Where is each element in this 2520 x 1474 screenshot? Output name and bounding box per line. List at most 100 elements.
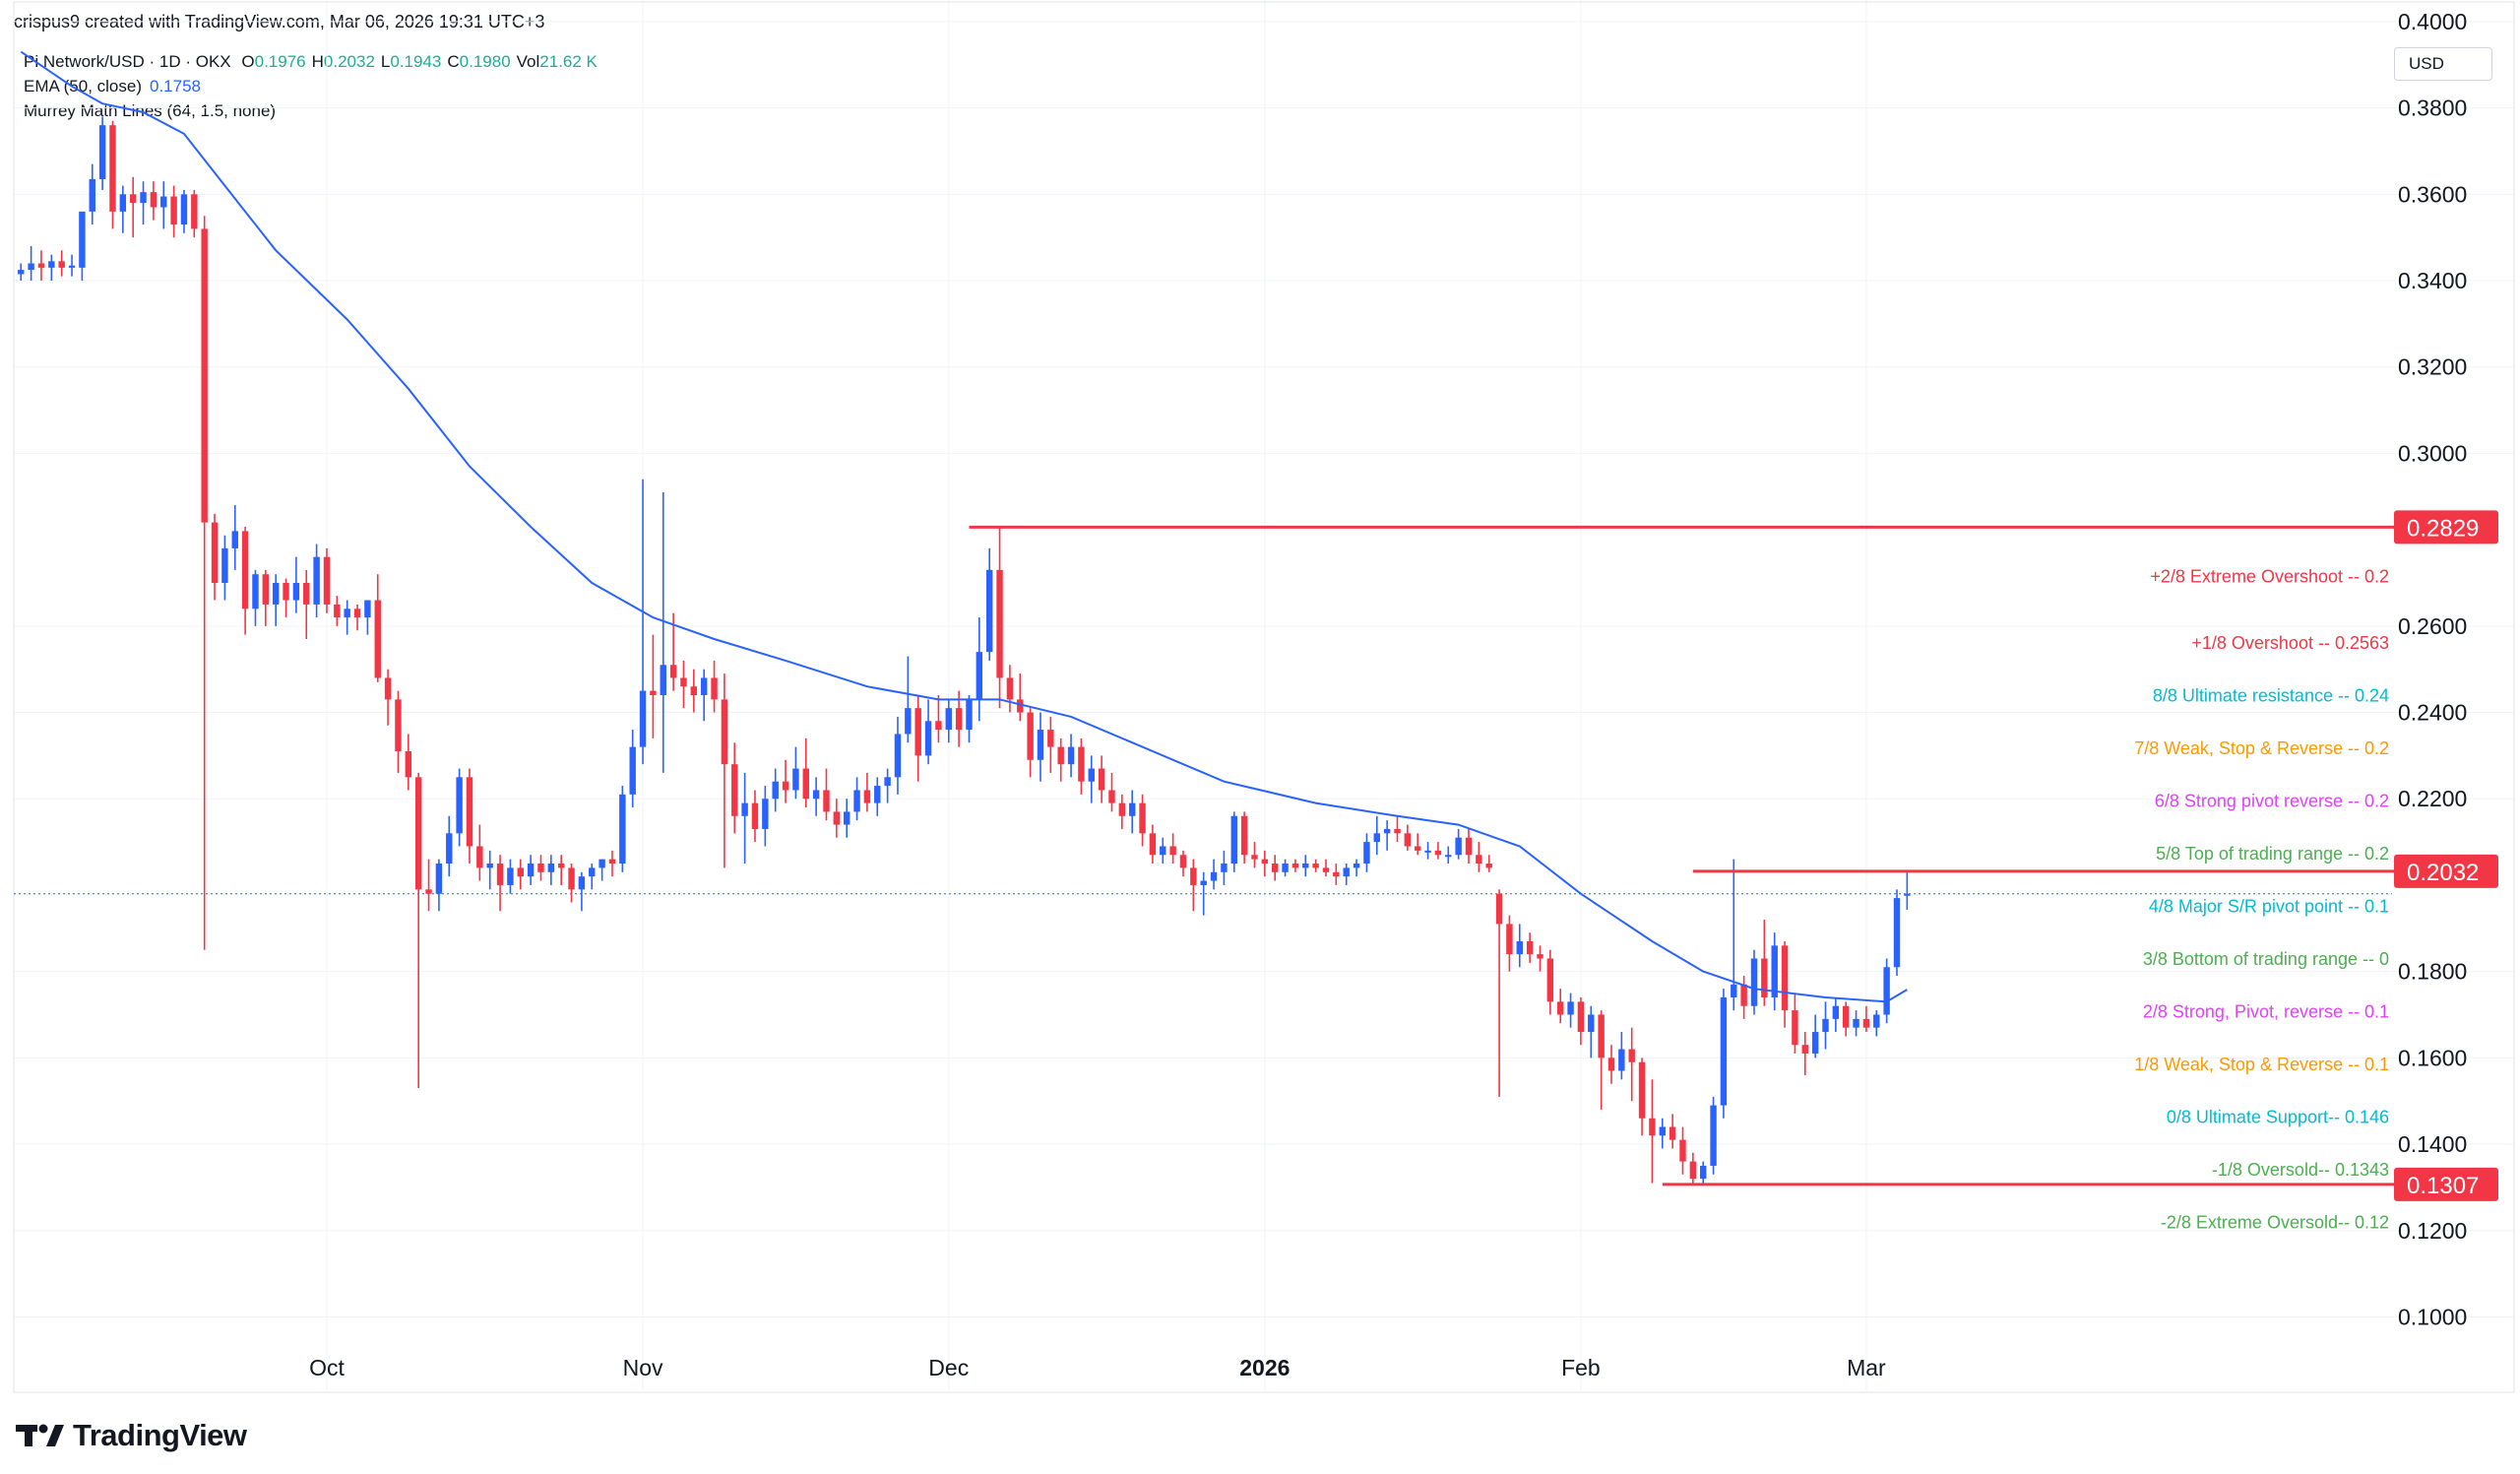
candle-down (466, 768, 473, 865)
candle-body (985, 569, 993, 653)
horizontal-line[interactable]: 0.2829 (969, 510, 2498, 545)
candle-up (629, 730, 636, 808)
candle-down (58, 250, 65, 277)
candle-down (201, 216, 208, 950)
ohlc-label: L (380, 52, 391, 71)
candle-down (1669, 1114, 1676, 1149)
candle-body (537, 864, 544, 872)
ohlc-values: O0.1976 H0.2032 L0.1943 C0.1980 Vol21.62 K (235, 52, 598, 71)
candle-body (170, 196, 177, 225)
candle-down (150, 181, 158, 221)
candle-down (1240, 811, 1248, 865)
candle-body (1873, 1014, 1880, 1028)
candle-down (1006, 665, 1014, 713)
candle-down (1333, 864, 1340, 885)
candle-up (1588, 1005, 1595, 1058)
ema-value: 0.1758 (150, 77, 201, 96)
candle-down (1292, 859, 1299, 872)
candle-body (1588, 1014, 1595, 1033)
candle-down (211, 513, 219, 601)
horizontal-lines[interactable]: 0.2829 0.2032 0.1307 (969, 510, 2498, 1201)
candle-down (496, 855, 504, 912)
murrey-label: -2/8 Extreme Oversold-- 0.12 (2161, 1213, 2389, 1233)
candle-body (496, 864, 504, 885)
candle-body (1251, 855, 1258, 860)
candle-down (1546, 949, 1554, 1015)
ema-label: EMA (50, close) (24, 77, 142, 96)
legend-symbol-row: Pi Network/USD · 1D · OKX O0.1976 H0.2032… (24, 49, 598, 74)
candle-up (292, 556, 300, 613)
candle-body (180, 194, 188, 225)
candle-up (1088, 755, 1095, 803)
candle-up (589, 864, 596, 890)
candle-down (1017, 673, 1024, 722)
candle-body (589, 867, 596, 877)
candle-body (1537, 954, 1544, 959)
pane-border (13, 1, 2515, 1393)
candle-body (731, 764, 738, 816)
x-tick-label: Nov (623, 1355, 663, 1380)
candle-body (476, 846, 483, 868)
candle-up (985, 547, 993, 661)
candle-body (527, 864, 535, 877)
candle-up (843, 799, 850, 838)
candle-down (283, 578, 289, 618)
candle-down (1526, 932, 1534, 963)
candle-body (1169, 846, 1176, 856)
price-tag-label: 0.1307 (2407, 1173, 2479, 1199)
x-axis[interactable]: Oct Nov Dec 2026 Feb Mar (309, 1355, 1886, 1380)
candle-body (650, 690, 657, 695)
candle-body (1679, 1139, 1686, 1162)
candle-body (1037, 730, 1044, 760)
murrey-label: -1/8 Oversold-- 0.1343 (2212, 1160, 2389, 1180)
candle-body (762, 799, 769, 829)
candle-body (507, 867, 514, 885)
candle-down (711, 660, 718, 713)
tradingview-brand[interactable]: TradingView (16, 1418, 247, 1453)
candle-down (1862, 1005, 1870, 1033)
candle-body (1904, 893, 1911, 896)
candle-down (395, 690, 402, 773)
candle-up (68, 254, 76, 277)
currency-button[interactable]: USD (2394, 47, 2492, 81)
candle-up (700, 669, 708, 722)
candle-body (1567, 1001, 1574, 1015)
candle-body (1261, 859, 1269, 865)
candle-down (241, 526, 249, 635)
candle-body (1282, 864, 1289, 872)
candle-body (435, 864, 443, 894)
candle-up (1373, 815, 1380, 856)
candle-body (1240, 815, 1248, 856)
murrey-label: Murrey Math Lines (64, 1.5, none) (24, 101, 277, 120)
candle-body (669, 665, 677, 678)
candle-down (1434, 842, 1442, 860)
horizontal-line[interactable]: 0.1307 (1662, 1167, 2498, 1201)
candle-body (1047, 730, 1054, 747)
candle-up (905, 656, 912, 743)
candle-up (1200, 871, 1207, 916)
candle-up (966, 695, 973, 743)
y-tick-label: 0.3400 (2398, 268, 2467, 293)
candle-down (608, 850, 616, 877)
candle-body (1394, 828, 1401, 834)
legend-ema-row[interactable]: EMA (50, close) 0.1758 (24, 74, 598, 98)
y-tick-label: 0.3200 (2398, 354, 2467, 380)
symbol-title[interactable]: Pi Network/USD · 1D · OKX (24, 52, 231, 71)
candle-down (996, 526, 1003, 709)
candle-up (48, 254, 55, 282)
legend-murrey-row[interactable]: Murrey Math Lines (64, 1.5, none) (24, 98, 598, 123)
candle-up (1771, 932, 1778, 1011)
candle-down (1495, 889, 1503, 1097)
ohlc-value: 0.1976 (254, 52, 306, 71)
candle-body (1526, 940, 1534, 955)
candle-body (1638, 1061, 1646, 1119)
candle-up (1343, 864, 1350, 885)
candle-body (1822, 1018, 1829, 1033)
candle-up (894, 716, 902, 795)
horizontal-line[interactable]: 0.2032 (1692, 854, 2498, 888)
candle-body (1333, 871, 1340, 877)
y-axis[interactable]: 0.4000 0.3800 0.3600 0.3400 0.3200 0.3000 0.26… (2398, 9, 2467, 1330)
candle-up (1883, 958, 1890, 1024)
candle-down (425, 859, 432, 912)
